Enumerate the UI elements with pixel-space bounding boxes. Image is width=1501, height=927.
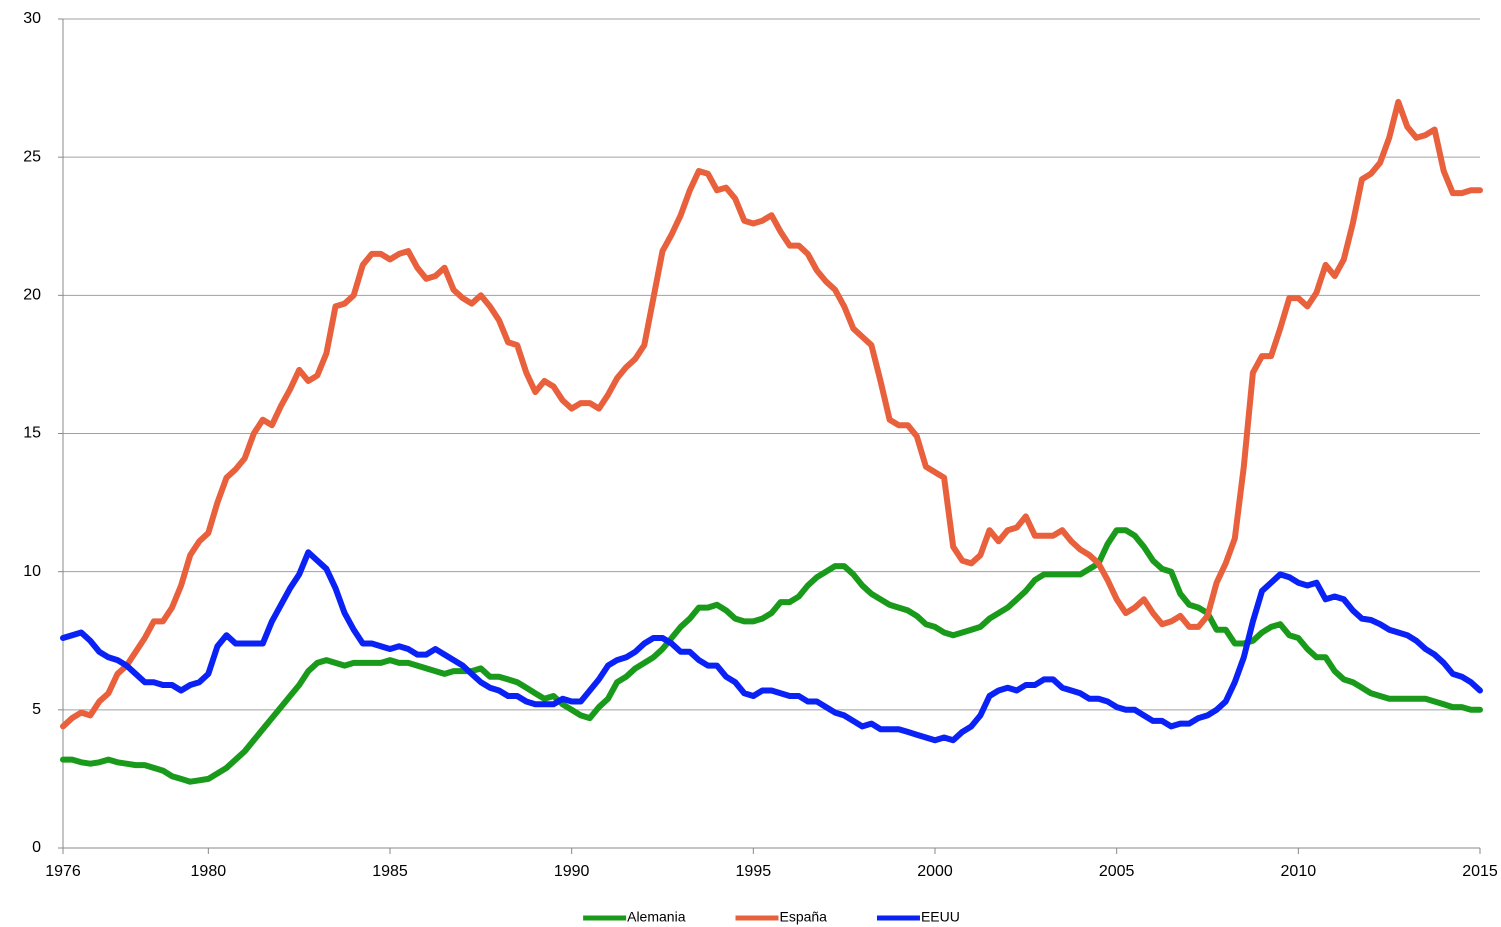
legend-label: Alemania (627, 909, 686, 925)
y-tick-label: 0 (32, 839, 41, 856)
y-tick-label: 30 (23, 10, 41, 27)
y-tick-label: 25 (23, 148, 41, 165)
y-tick-label: 5 (32, 701, 41, 718)
legend-label: EEUU (921, 909, 960, 925)
x-tick-label: 2010 (1281, 863, 1317, 880)
x-tick-label: 1995 (736, 863, 772, 880)
line-series (60, 549, 1483, 744)
x-tick-label: 1980 (191, 863, 227, 880)
y-tick-label: 20 (23, 287, 41, 304)
x-tick-label: 2015 (1462, 863, 1498, 880)
y-tick-label: 10 (23, 563, 41, 580)
y-tick-label: 15 (23, 425, 41, 442)
x-tick-label: 2000 (917, 863, 953, 880)
x-tick-label: 1976 (45, 863, 81, 880)
line-series (60, 98, 1483, 730)
x-tick-label: 2005 (1099, 863, 1135, 880)
legend-label: España (779, 909, 827, 925)
x-tick-label: 1985 (372, 863, 408, 880)
line-series (60, 527, 1483, 785)
x-tick-label: 1990 (554, 863, 590, 880)
